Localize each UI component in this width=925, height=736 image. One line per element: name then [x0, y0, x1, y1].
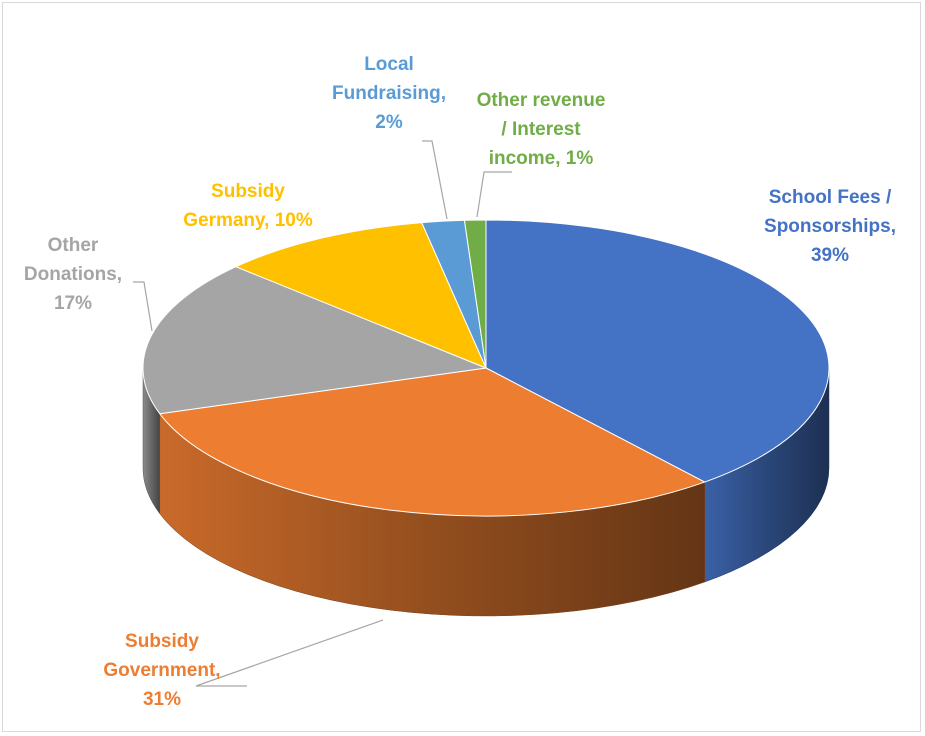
data-label-other-revenue-interest-income: Other revenue / Interest income, 1%: [477, 90, 606, 169]
leader-lines: [133, 140, 512, 687]
data-label-other-donations: Other Donations, 17%: [24, 235, 122, 314]
slice-other-donations: [142, 266, 488, 415]
data-label-local-fundraising: Local Fundraising, 2%: [332, 54, 446, 133]
leader-line-other-revenue-interest-income: [476, 171, 512, 218]
data-label-school-fees-sponsorships: School Fees / Sponsorships, 39%: [764, 187, 896, 266]
slice-other-revenue-interest-income: [463, 219, 487, 369]
leader-line-local-fundraising: [422, 140, 448, 220]
data-labels: School Fees / Sponsorships, 39% Subsidy Gove…: [24, 54, 896, 710]
pie-side-walls: [142, 367, 830, 617]
slice-subsidy-germany: [234, 222, 487, 369]
data-label-subsidy-government: Subsidy Government, 31%: [103, 631, 220, 710]
data-label-subsidy-germany: Subsidy Germany, 10%: [183, 181, 313, 231]
slice-subsidy-government: [158, 367, 706, 517]
slice-school-fees-sponsorships: [485, 219, 830, 483]
leader-line-subsidy-government: [195, 619, 384, 687]
leader-line-other-donations: [133, 281, 153, 332]
pie-top-faces: [142, 219, 830, 517]
